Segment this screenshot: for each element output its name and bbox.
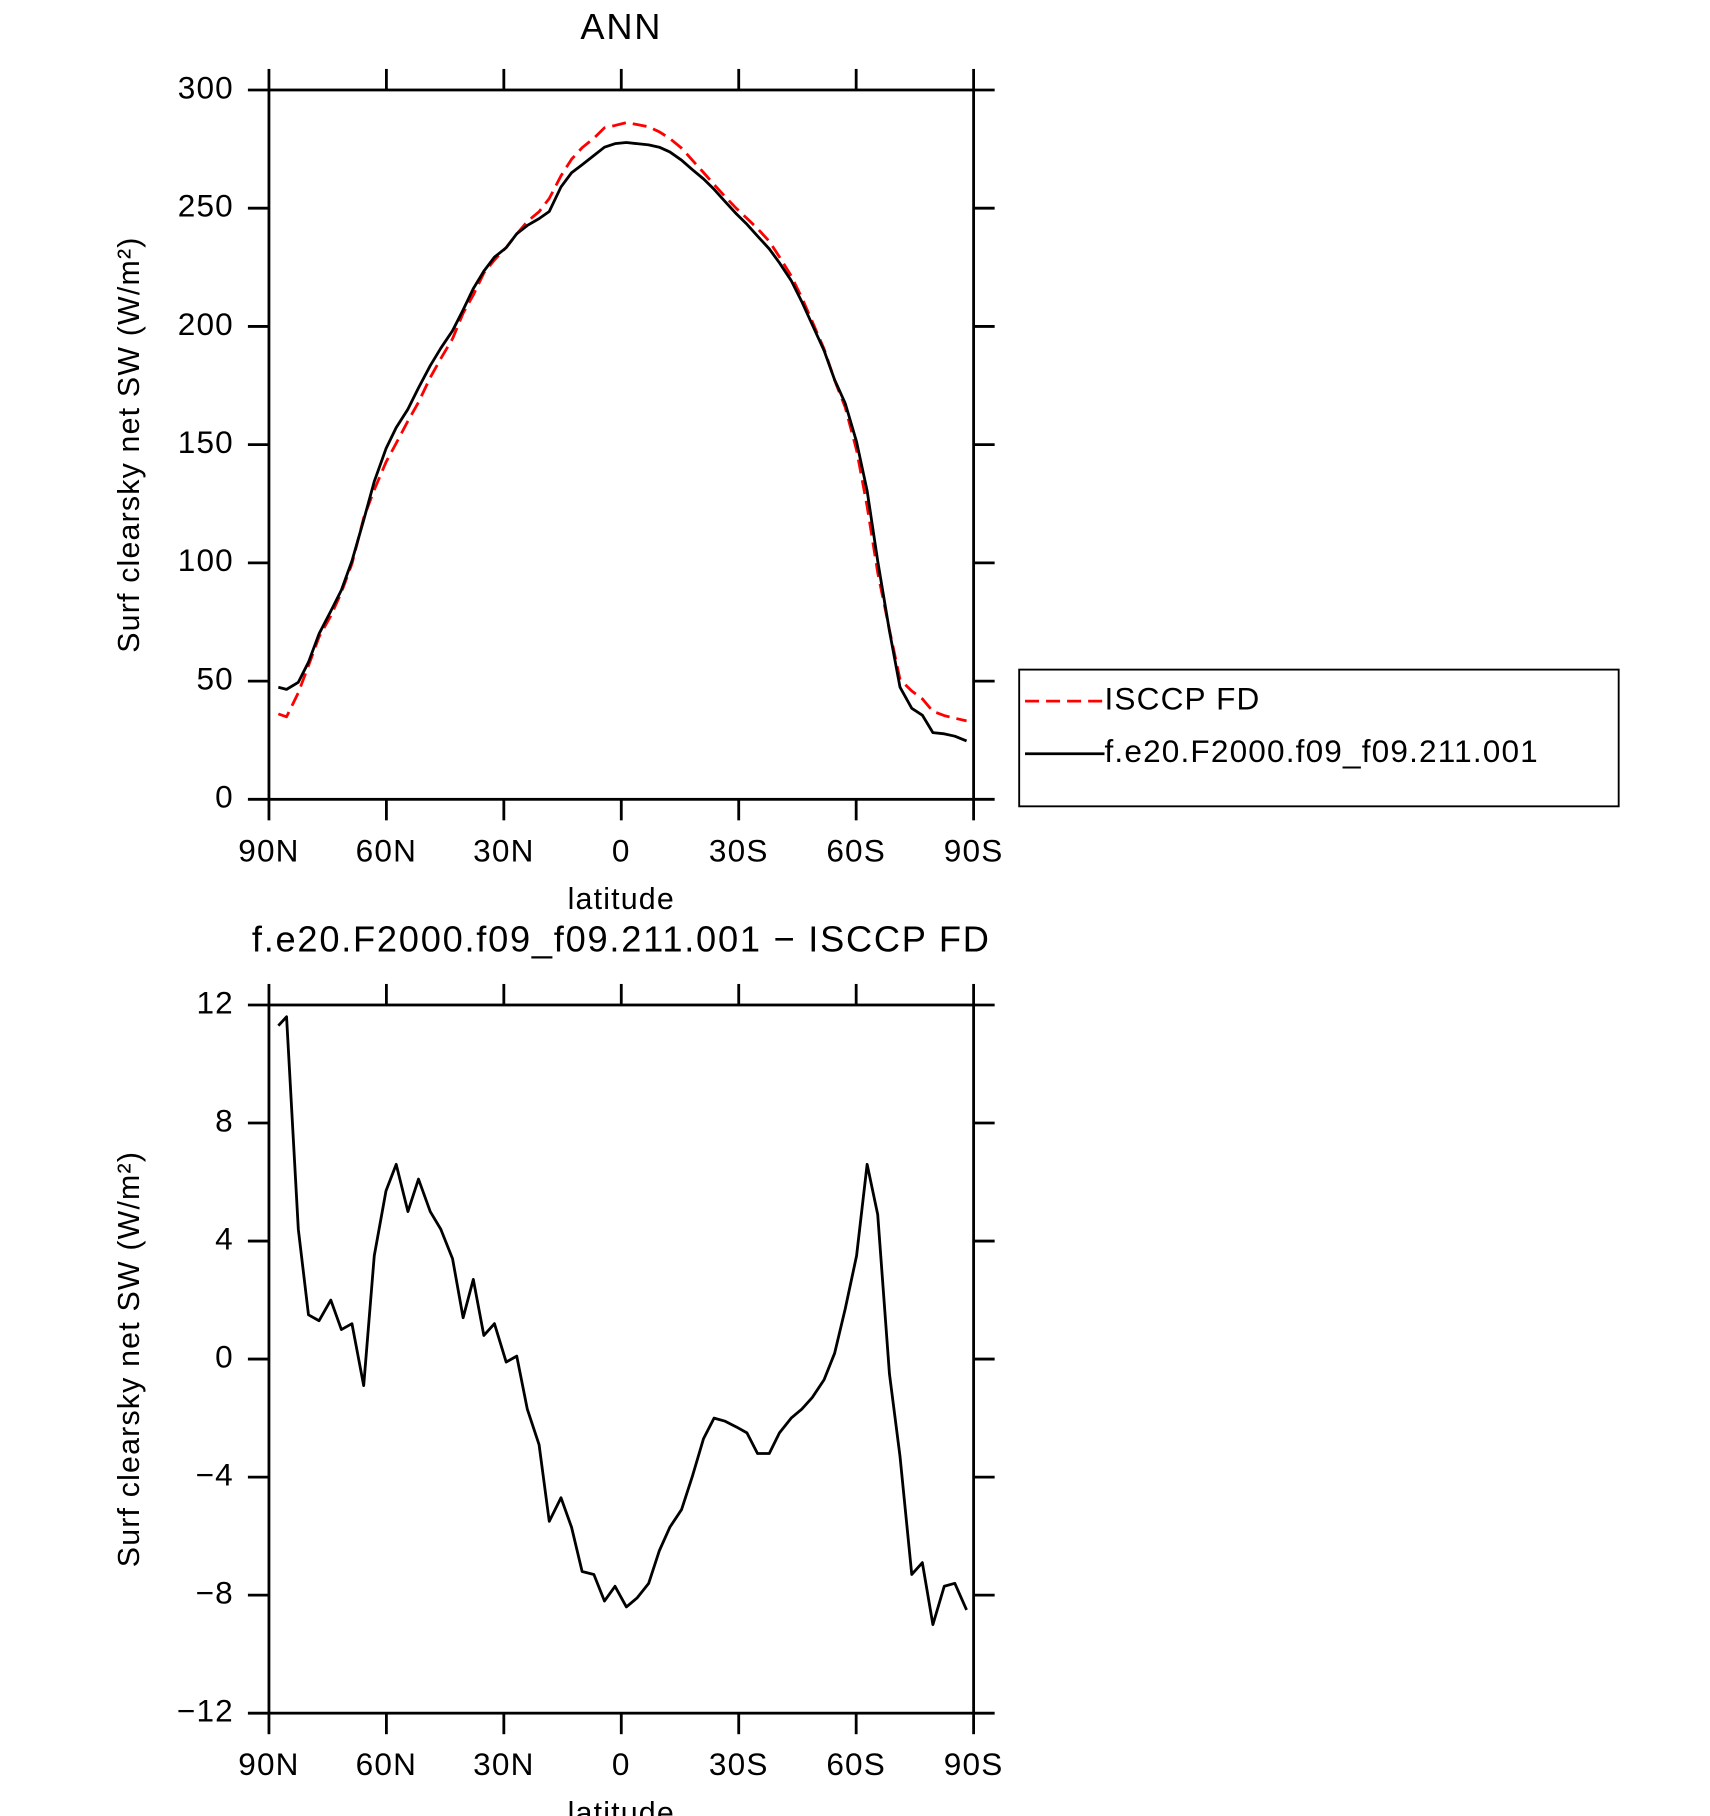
plot-frame — [267, 1003, 976, 1715]
x-tick-label: 90N — [238, 832, 299, 868]
plot-frame — [267, 88, 976, 801]
x-tick-label: 60S — [826, 832, 886, 868]
x-tick-label: 60N — [356, 832, 417, 868]
x-tick-label: 90N — [238, 1746, 299, 1782]
y-tick-label: 300 — [178, 69, 234, 105]
x-tick-label: 30N — [473, 832, 534, 868]
legend-box — [1018, 668, 1620, 808]
x-tick-label: 60N — [356, 1746, 417, 1782]
x-tick-label: 0 — [612, 832, 631, 868]
y-tick-label: 50 — [196, 660, 233, 696]
data-line — [277, 121, 967, 723]
data-line — [277, 141, 968, 743]
y-tick-label: 150 — [178, 424, 234, 460]
data-line — [277, 1015, 968, 1627]
legend-label: f.e20.F2000.f09_f09.211.001 — [1104, 733, 1538, 769]
chart-title: f.e20.F2000.f09_f09.211.001 − ISCCP FD — [252, 918, 991, 959]
x-axis-label: latitude — [568, 1796, 675, 1816]
y-tick-label: 100 — [178, 542, 234, 578]
x-tick-label: 60S — [826, 1746, 886, 1782]
y-tick-label: 8 — [215, 1102, 234, 1138]
y-tick-label: 4 — [215, 1220, 234, 1256]
x-tick-label: 30S — [709, 1746, 769, 1782]
y-tick-label: 0 — [215, 1338, 234, 1374]
x-tick-label: 90S — [944, 1746, 1004, 1782]
y-tick-label: −8 — [196, 1574, 234, 1610]
chart-title: ANN — [580, 6, 662, 47]
y-tick-label: 250 — [178, 188, 234, 224]
y-tick-label: −12 — [177, 1692, 234, 1728]
y-tick-label: 200 — [178, 306, 234, 342]
x-tick-label: 30N — [473, 1746, 534, 1782]
x-tick-label: 90S — [944, 832, 1004, 868]
x-axis-label: latitude — [568, 882, 675, 916]
y-tick-label: 12 — [196, 984, 233, 1020]
y-axis-label: Surf clearsky net SW (W/m²) — [112, 1151, 146, 1567]
legend-label: ISCCP FD — [1104, 680, 1260, 716]
y-tick-label: −4 — [196, 1456, 234, 1492]
y-axis-label: Surf clearsky net SW (W/m²) — [112, 236, 146, 652]
y-tick-label: 0 — [215, 779, 234, 815]
x-tick-label: 0 — [612, 1746, 631, 1782]
x-tick-label: 30S — [709, 832, 769, 868]
